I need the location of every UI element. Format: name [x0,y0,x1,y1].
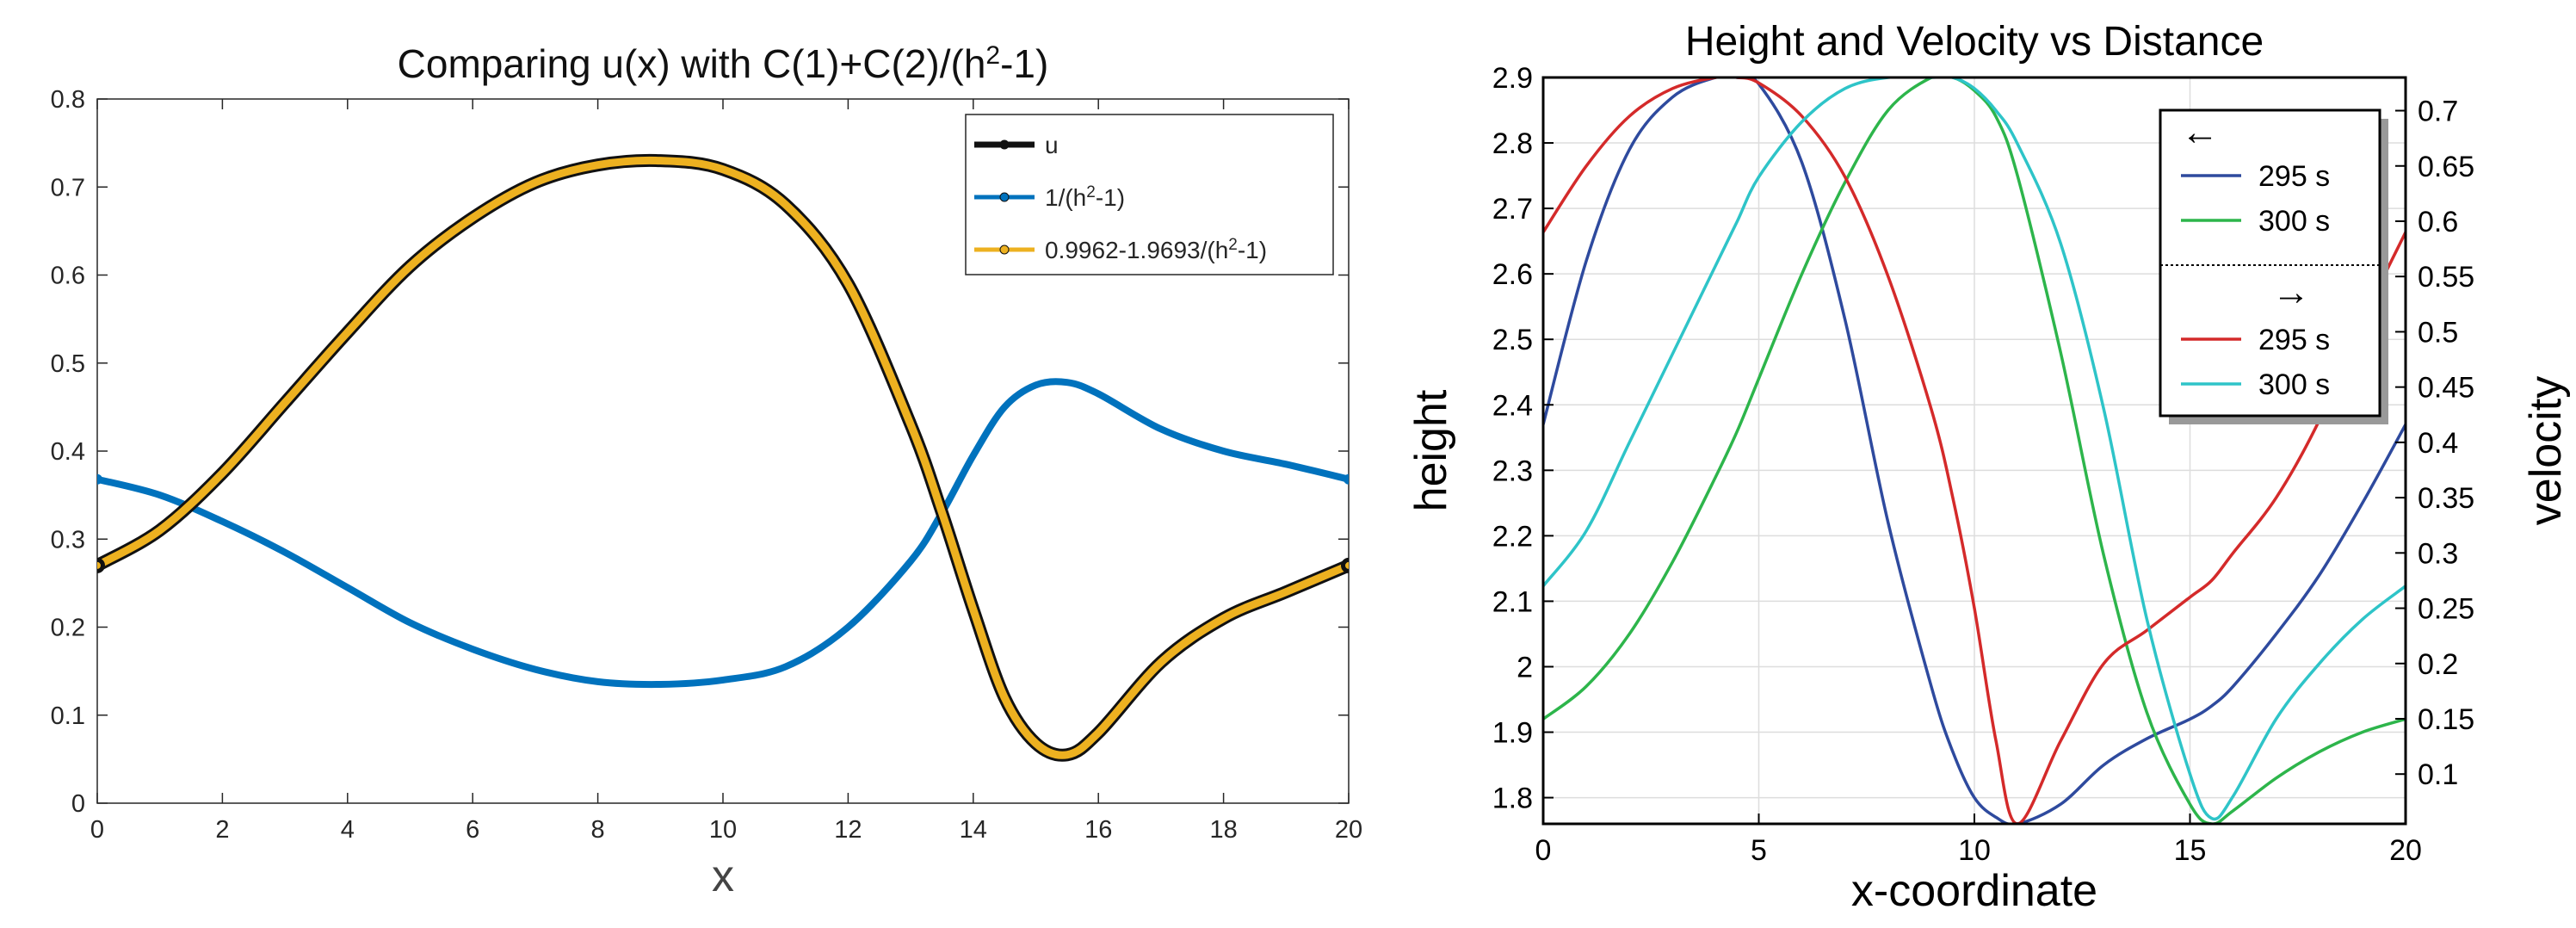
y-tick-label: 2.8 [1492,127,1533,160]
y-tick-label: 0.2 [51,615,85,642]
series-line-inverse-h [97,378,1349,689]
x-tick-label: 8 [591,816,605,844]
x-axis-label: x-coordinate [1851,866,2097,916]
y-right-tick-label: 0.25 [2418,593,2474,626]
y-right-tick-label: 0.15 [2418,703,2474,736]
legend-label: 0.9962-1.9693/(h2-1) [1045,236,1267,264]
x-tick-label: 6 [466,816,479,844]
series-marker [1344,560,1349,571]
y-tick-label: 0.6 [51,263,85,290]
y-tick-label: 2.4 [1492,389,1533,422]
y-tick-label: 2.7 [1492,193,1533,226]
chart-2: 0 5 10 15 20 1.8 1.9 2 2.1 2.2 2.3 2.4 2.5 2.6 2.7 2.8 2… [1406,19,2571,916]
y-axis-label: height [1406,389,1456,511]
x-tick-label: 18 [1209,816,1237,844]
y-right-tick-label: 0.55 [2418,261,2474,294]
y-tick-label: 1.8 [1492,783,1533,815]
y-right-tick-label: 0.5 [2418,316,2458,349]
series-line-left-0 [1543,77,2406,824]
legend-arrow-right-axis: → [2272,271,2310,313]
legend-swatch-marker [999,192,1010,202]
legend-arrow-left-axis: ← [2181,111,2219,153]
x-tick-label: 5 [1751,834,1767,867]
series-marker [1344,473,1349,485]
x-tick-label: 12 [834,816,862,844]
y-tick-label: 0.8 [51,86,85,114]
x-tick-label: 0 [90,816,104,844]
y-tick-label: 2.9 [1492,62,1533,95]
chart-title: Height and Velocity vs Distance [1685,19,2264,65]
y-tick-label: 0.4 [51,438,85,466]
y-right-tick-label: 0.35 [2418,482,2474,515]
y-right-tick-label: 0.2 [2418,648,2458,681]
x-tick-label: 2 [215,816,229,844]
y-tick-label: 0.1 [51,702,85,730]
y-tick-label: 2 [1517,651,1533,684]
series-marker [97,560,102,571]
y-tick-label: 0.3 [51,526,85,554]
y-tick-label: 0.7 [51,174,85,201]
y-right-tick-label: 0.4 [2418,427,2458,460]
y-tick-label: 2.1 [1492,585,1533,618]
legend-swatch-marker [999,244,1010,255]
x-tick-label: 10 [709,816,737,844]
y-tick-label: 2.6 [1492,258,1533,291]
chart-title: Comparing u(x) with C(1)+C(2)/(h2-1) [398,41,1049,87]
y-tick-label: 2.2 [1492,520,1533,553]
y-right-tick-label: 0.3 [2418,537,2458,570]
y-right-tick-label: 0.1 [2418,758,2458,791]
x-tick-label: 0 [1535,834,1552,867]
y-right-tick-label: 0.45 [2418,372,2474,405]
series-marker [97,473,102,485]
y-right-axis-label: velocity [2521,376,2571,525]
y-right-tick-label: 0.6 [2418,206,2458,238]
x-tick-label: 14 [960,816,987,844]
series-line-fit [97,156,1349,759]
y-tick-label: 0.5 [51,350,85,378]
x-tick-label: 20 [2389,834,2422,867]
y-tick-label: 0 [71,790,85,818]
legend-label: 295 s [2258,324,2330,356]
legend-box [2159,108,2381,418]
chart-1: 0 2 4 6 8 10 12 14 16 18 20 0 0.1 0.2 0.3 0.4 0.5 0.6 0.7 0… [51,41,1362,902]
x-tick-label: 4 [341,816,355,844]
legend-label: 295 s [2258,160,2330,193]
x-axis-label: x [712,851,734,901]
x-tick-label: 16 [1084,816,1112,844]
legend-label: 1/(h2-1) [1045,183,1125,212]
y-tick-label: 1.9 [1492,717,1533,750]
series-line-right-2 [1543,77,2406,824]
x-tick-label: 10 [1958,834,1991,867]
legend-swatch-marker [999,139,1010,150]
y-tick-label: 2.3 [1492,455,1533,487]
x-tick-label: 20 [1335,816,1362,844]
legend-label: 300 s [2258,205,2330,238]
y-right-tick-label: 0.65 [2418,151,2474,183]
x-tick-label: 15 [2174,834,2207,867]
legend-label: 300 s [2258,368,2330,401]
series-lines [97,153,1349,762]
series-line-right-3 [1543,77,2406,821]
y-tick-label: 2.5 [1492,324,1533,356]
legend-label: u [1045,132,1059,158]
y-right-tick-label: 0.7 [2418,96,2458,128]
